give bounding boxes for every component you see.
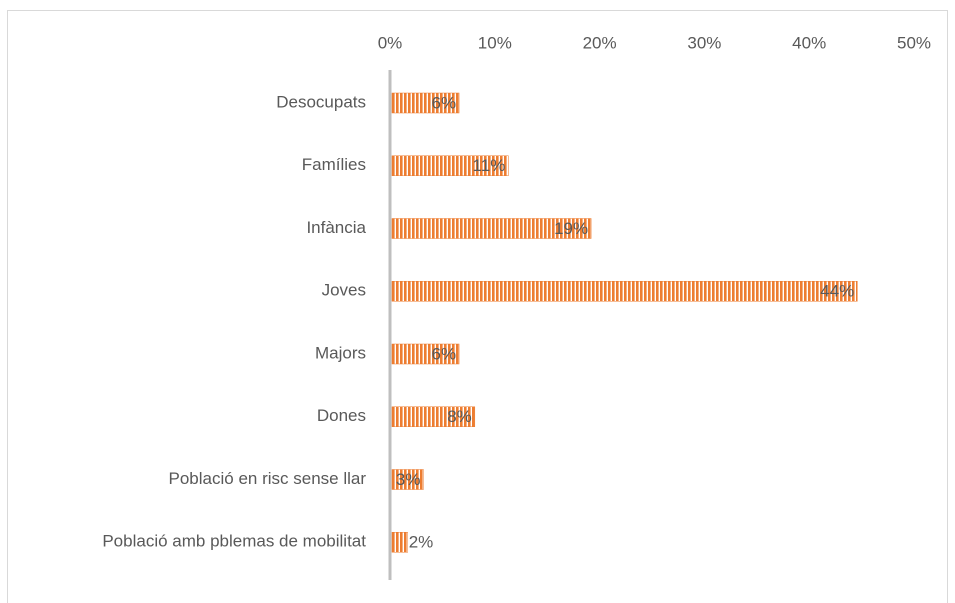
x-tick-label: 10% bbox=[478, 33, 512, 52]
x-tick-label: 30% bbox=[687, 33, 721, 52]
data-label: 11% bbox=[473, 156, 506, 175]
y-tick-label: Majors bbox=[315, 343, 366, 362]
data-label: 2% bbox=[409, 533, 434, 552]
data-label: 6% bbox=[431, 344, 456, 363]
bar bbox=[391, 343, 460, 365]
y-tick-label: Desocupats bbox=[276, 92, 366, 111]
bar bbox=[391, 469, 424, 490]
x-tick-label: 40% bbox=[792, 33, 826, 52]
bar bbox=[391, 218, 592, 239]
y-tick-label: Joves bbox=[322, 281, 366, 300]
bar bbox=[391, 406, 476, 427]
data-label: 6% bbox=[431, 93, 456, 112]
bar bbox=[391, 92, 460, 114]
y-tick-label: Dones bbox=[317, 406, 366, 425]
bar bbox=[391, 281, 858, 302]
x-tick-label: 50% bbox=[897, 33, 931, 52]
x-tick-label: 0% bbox=[378, 33, 403, 52]
y-tick-label: Famílies bbox=[302, 155, 366, 174]
x-tick-label: 20% bbox=[583, 33, 617, 52]
data-label: 8% bbox=[447, 407, 472, 426]
data-label: 44% bbox=[820, 282, 854, 301]
data-label: 19% bbox=[554, 219, 588, 238]
bar bbox=[391, 532, 408, 553]
chart-frame bbox=[7, 10, 948, 603]
y-tick-label: Població amb pblemas de mobilitat bbox=[102, 532, 366, 551]
data-label: 3% bbox=[396, 470, 421, 489]
y-tick-label: Infància bbox=[306, 218, 366, 237]
y-tick-label: Població en risc sense llar bbox=[169, 469, 367, 488]
bar bbox=[391, 155, 509, 176]
